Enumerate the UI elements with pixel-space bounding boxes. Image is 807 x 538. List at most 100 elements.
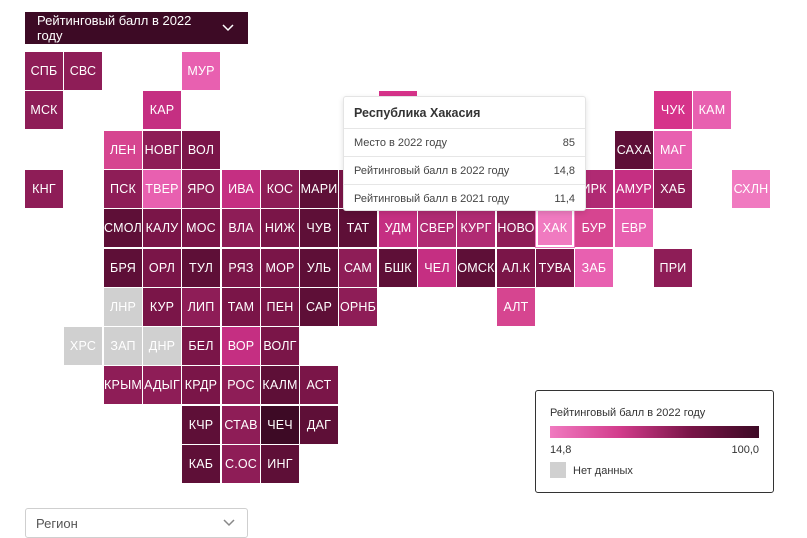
region-tile[interactable]: ПРИ — [654, 249, 692, 287]
region-tile[interactable]: СВС — [64, 52, 102, 90]
region-tile[interactable]: ЗАБ — [575, 249, 613, 287]
region-tile[interactable]: ВОЛГ — [261, 327, 299, 365]
region-tile[interactable]: МОС — [182, 209, 220, 247]
region-tile[interactable]: ЧУВ — [300, 209, 338, 247]
region-tile[interactable]: ВОР — [222, 327, 260, 365]
chevron-down-icon — [222, 24, 234, 32]
region-tile[interactable]: ЧУК — [654, 91, 692, 129]
region-tile[interactable]: С.ОС — [222, 445, 260, 483]
region-tile[interactable]: КАМ — [693, 91, 731, 129]
region-dropdown-placeholder: Регион — [36, 515, 78, 531]
region-tile[interactable]: ПЕН — [261, 288, 299, 326]
region-tile[interactable]: ЛИП — [182, 288, 220, 326]
region-tile[interactable]: АСТ — [300, 366, 338, 404]
region-tile[interactable]: ХАК — [535, 208, 575, 248]
region-tile[interactable]: БШК — [379, 249, 417, 287]
region-tile[interactable]: ОРЛ — [143, 249, 181, 287]
region-tile[interactable]: КУРГ — [457, 209, 495, 247]
region-tile[interactable]: СПБ — [25, 52, 63, 90]
region-tile[interactable]: НОВГ — [143, 131, 181, 169]
region-tile[interactable]: СВЕР — [418, 209, 456, 247]
region-tile[interactable]: БУР — [575, 209, 613, 247]
tooltip-row-value: 11,4 — [554, 192, 575, 205]
region-tile[interactable]: ОРНБ — [339, 288, 377, 326]
region-tile[interactable]: ЯРО — [182, 170, 220, 208]
region-tile[interactable]: КАР — [143, 91, 181, 129]
region-tile[interactable]: ОМСК — [457, 249, 495, 287]
tooltip-row: Место в 2022 году 85 — [344, 129, 585, 157]
region-tile[interactable]: ТАТ — [339, 209, 377, 247]
region-tile[interactable]: НИЖ — [261, 209, 299, 247]
region-tile[interactable]: КАЛМ — [261, 366, 299, 404]
region-tile[interactable]: ДАГ — [300, 406, 338, 444]
chevron-down-icon — [223, 519, 235, 527]
region-tile[interactable]: АЛ.К — [497, 249, 535, 287]
region-tile[interactable]: ТУВА — [536, 249, 574, 287]
no-data-swatch — [550, 462, 566, 478]
region-dropdown[interactable]: Регион — [25, 508, 248, 538]
region-tile[interactable]: МУР — [182, 52, 220, 90]
region-tile[interactable]: ВОЛ — [182, 131, 220, 169]
region-tile[interactable]: АДЫГ — [143, 366, 181, 404]
tooltip-row-value: 14,8 — [553, 164, 575, 177]
region-tile[interactable]: КАБ — [182, 445, 220, 483]
region-tile[interactable]: ЗАП — [104, 327, 142, 365]
region-tile[interactable]: УДМ — [379, 209, 417, 247]
region-tile[interactable]: КРЫМ — [104, 366, 142, 404]
region-tile[interactable]: ИВА — [222, 170, 260, 208]
region-tile[interactable]: МАРИ — [300, 170, 338, 208]
tooltip-title: Республика Хакасия — [344, 97, 585, 129]
region-tile[interactable]: МАГ — [654, 131, 692, 169]
region-tile[interactable]: ЧЕЛ — [418, 249, 456, 287]
region-tile[interactable]: РЯЗ — [222, 249, 260, 287]
region-tile[interactable]: ЛЕН — [104, 131, 142, 169]
legend-title: Рейтинговый балл в 2022 году — [550, 407, 706, 419]
region-tile[interactable]: КОС — [261, 170, 299, 208]
color-legend: Рейтинговый балл в 2022 году 14,8 100,0 … — [535, 390, 774, 493]
region-tile[interactable]: НОВО — [497, 209, 535, 247]
region-tile[interactable]: АЛТ — [497, 288, 535, 326]
region-tile[interactable]: ТАМ — [222, 288, 260, 326]
tooltip-row: Рейтинговый балл в 2021 году 11,4 — [344, 185, 585, 212]
tooltip-row: Рейтинговый балл в 2022 году 14,8 — [344, 157, 585, 185]
no-data-label: Нет данных — [573, 465, 633, 477]
region-tile[interactable]: ЛНР — [104, 288, 142, 326]
region-tile[interactable]: МОР — [261, 249, 299, 287]
region-tile[interactable]: ЧЕЧ — [261, 406, 299, 444]
region-tile[interactable]: СТАВ — [222, 406, 260, 444]
region-tile[interactable]: СМОЛ — [104, 209, 142, 247]
region-tile[interactable]: АМУР — [615, 170, 653, 208]
region-tooltip: Республика Хакасия Место в 2022 году 85 … — [343, 96, 586, 211]
region-tile[interactable]: ТВЕР — [143, 170, 181, 208]
region-tile[interactable]: СХЛН — [732, 170, 770, 208]
region-tile[interactable]: ХРС — [64, 327, 102, 365]
region-tile[interactable]: ВЛА — [222, 209, 260, 247]
region-tile[interactable]: ХАБ — [654, 170, 692, 208]
region-tile[interactable]: ЕВР — [615, 209, 653, 247]
region-tile[interactable]: УЛЬ — [300, 249, 338, 287]
region-tile[interactable]: МСК — [25, 91, 63, 129]
indicator-dropdown[interactable]: Рейтинговый балл в 2022 году — [25, 12, 248, 44]
region-tile[interactable]: САМ — [339, 249, 377, 287]
indicator-dropdown-label: Рейтинговый балл в 2022 году — [37, 13, 192, 43]
tooltip-row-label: Место в 2022 году — [354, 136, 447, 149]
region-tile[interactable]: КРДР — [182, 366, 220, 404]
tooltip-row-label: Рейтинговый балл в 2021 году — [354, 192, 510, 205]
region-tile[interactable]: КУР — [143, 288, 181, 326]
region-tile[interactable]: ПСК — [104, 170, 142, 208]
region-tile[interactable]: САР — [300, 288, 338, 326]
tooltip-row-value: 85 — [562, 136, 575, 149]
region-tile[interactable]: БРЯ — [104, 249, 142, 287]
region-tile[interactable]: ТУЛ — [182, 249, 220, 287]
region-tile[interactable]: РОС — [222, 366, 260, 404]
region-tile[interactable]: САХА — [615, 131, 653, 169]
region-tile[interactable]: КАЛУ — [143, 209, 181, 247]
region-tile[interactable]: КНГ — [25, 170, 63, 208]
region-tile[interactable]: ИНГ — [261, 445, 299, 483]
legend-max-label: 100,0 — [731, 444, 759, 456]
region-tile[interactable]: БЕЛ — [182, 327, 220, 365]
region-tile[interactable]: ДНР — [143, 327, 181, 365]
region-tile[interactable]: КЧР — [182, 406, 220, 444]
legend-gradient — [550, 426, 759, 438]
